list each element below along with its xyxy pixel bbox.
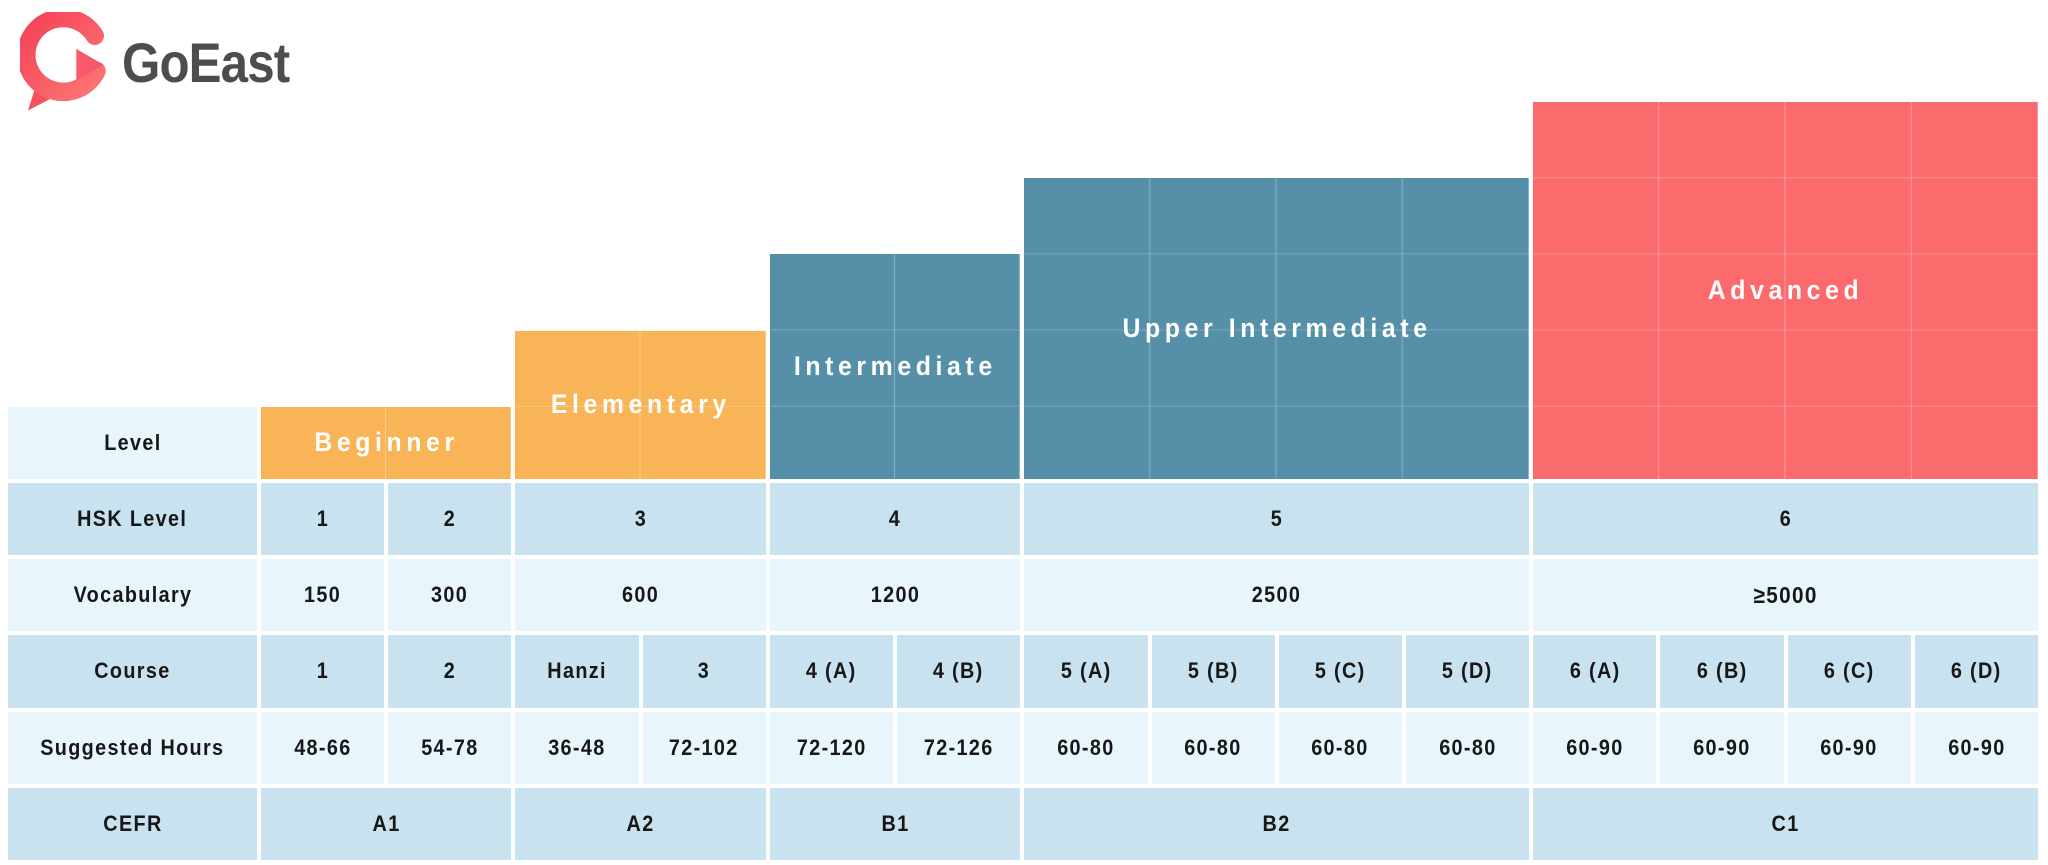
hours-cell: 48-66 <box>261 711 385 784</box>
cefr-cell: A2 <box>515 787 766 860</box>
course-cell: 6 (D) <box>1914 635 2038 708</box>
course-cell: 5 (A) <box>1024 635 1148 708</box>
stair-label: Upper Intermediate <box>1122 313 1432 344</box>
course-cell: 2 <box>388 635 512 708</box>
vocabulary-cell: ≥5000 <box>1533 559 2038 632</box>
course-cell: 5 (D) <box>1405 635 1530 708</box>
row-label-level: Level <box>8 406 257 479</box>
hsk-cell: 3 <box>515 482 766 556</box>
hours-cell: 60-90 <box>1660 711 1784 784</box>
cefr-cell: A1 <box>261 787 512 860</box>
course-cell: 5 (C) <box>1278 635 1402 708</box>
stair-advanced: Advanced <box>1533 102 2038 479</box>
brand-name: GoEast <box>122 31 290 94</box>
course-cell: 4 (B) <box>897 635 1021 708</box>
stair-upper-intermediate: Upper Intermediate <box>1024 178 1530 479</box>
hours-cell: 54-78 <box>388 711 512 784</box>
vocabulary-cell: 300 <box>388 559 512 632</box>
arrow-head-icon <box>76 48 104 81</box>
hsk-cell: 6 <box>1533 482 2038 556</box>
vocabulary-cell: 2500 <box>1024 559 1530 632</box>
cefr-cell: C1 <box>1533 787 2038 860</box>
cefr-cell: B1 <box>769 787 1021 860</box>
course-cell: Hanzi <box>515 635 639 708</box>
row-label-hsk-level: HSK Level <box>8 482 257 556</box>
hours-cell: 36-48 <box>515 711 639 784</box>
goeast-logo-icon <box>20 12 106 111</box>
course-cell: 4 (A) <box>769 635 894 708</box>
vocabulary-cell: 1200 <box>769 559 1021 632</box>
vocabulary-cell: 150 <box>261 559 385 632</box>
logo: GoEast <box>20 12 312 114</box>
stair-label: Intermediate <box>793 351 997 382</box>
hsk-cell: 4 <box>769 482 1021 556</box>
course-cell: 1 <box>261 635 385 708</box>
level-chart-table: Beginner Elementary Intermediate Upper I… <box>8 102 2038 860</box>
row-label-course: Course <box>8 635 257 708</box>
vocabulary-cell: 600 <box>515 559 766 632</box>
stair-label: Advanced <box>1707 274 1864 305</box>
hours-cell: 72-126 <box>897 711 1021 784</box>
cefr-cell: B2 <box>1024 787 1530 860</box>
row-label-vocabulary: Vocabulary <box>8 559 257 632</box>
course-cell: 6 (B) <box>1660 635 1784 708</box>
hours-cell: 60-80 <box>1024 711 1148 784</box>
hsk-cell: 1 <box>261 482 385 556</box>
course-cell: 6 (A) <box>1533 635 1657 708</box>
stair-label: Elementary <box>550 389 731 420</box>
hours-cell: 60-80 <box>1151 711 1275 784</box>
stair-label: Beginner <box>313 427 459 458</box>
hours-cell: 72-120 <box>769 711 894 784</box>
hours-cell: 60-90 <box>1533 711 1657 784</box>
row-label-suggested-hours: Suggested Hours <box>8 711 257 784</box>
hsk-cell: 5 <box>1024 482 1530 556</box>
stair-elementary: Elementary <box>515 330 766 479</box>
hours-cell: 60-80 <box>1405 711 1530 784</box>
course-cell: 3 <box>642 635 766 708</box>
course-cell: 6 (C) <box>1787 635 1911 708</box>
hours-cell: 60-90 <box>1787 711 1911 784</box>
hours-cell: 60-90 <box>1914 711 2038 784</box>
stair-beginner: Beginner <box>261 406 512 479</box>
speech-bubble-tail <box>27 85 54 111</box>
course-cell: 5 (B) <box>1151 635 1275 708</box>
hours-cell: 72-102 <box>642 711 766 784</box>
hours-cell: 60-80 <box>1278 711 1402 784</box>
hsk-cell: 2 <box>388 482 512 556</box>
stair-intermediate: Intermediate <box>769 254 1021 479</box>
row-label-cefr: CEFR <box>8 787 257 860</box>
g-ring <box>20 12 106 102</box>
